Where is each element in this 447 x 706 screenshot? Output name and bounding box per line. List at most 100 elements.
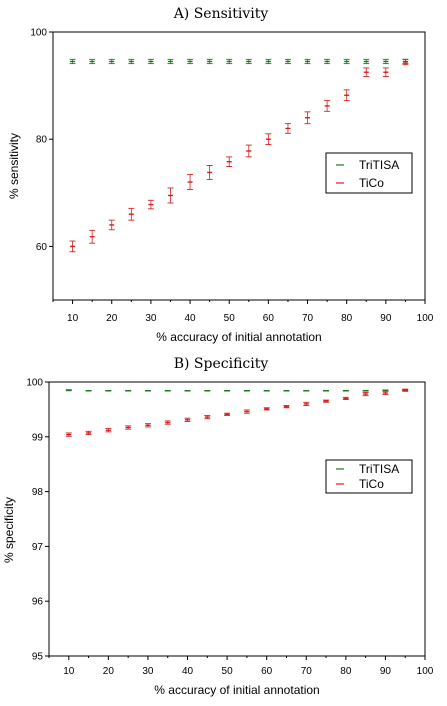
data-point: [283, 390, 290, 392]
data-point: [144, 390, 151, 392]
y-tick-label: 95: [32, 652, 44, 663]
x-tick-label: 40: [182, 666, 194, 677]
data-point: [108, 219, 115, 231]
data-point: [125, 425, 132, 430]
data-point: [167, 187, 174, 204]
sensitivity-chart: A) Sensitivity % sensitivity % accuracy …: [7, 6, 434, 344]
data-point: [226, 58, 233, 65]
legend: TriTISA TiCo: [325, 459, 413, 494]
data-point: [342, 396, 349, 400]
data-point: [224, 390, 231, 392]
data-point: [105, 390, 112, 392]
data-point: [265, 58, 272, 65]
data-point: [402, 388, 409, 392]
legend: TriTISA TiCo: [325, 152, 413, 194]
y-ticks: 95 96 97 98 99 100: [26, 378, 49, 663]
data-point: [147, 199, 154, 210]
x-tick-label: 30: [145, 313, 157, 324]
plot-area: [52, 31, 426, 301]
data-point: [323, 390, 330, 392]
data-point: [144, 423, 151, 428]
data-point: [164, 390, 171, 392]
data-point: [324, 100, 331, 112]
x-ticks: 10 20 30 40 50 60 70 80 90 100: [52, 300, 434, 324]
series-tico: [69, 58, 409, 253]
data-point: [204, 390, 211, 392]
data-point: [363, 58, 370, 65]
data-point: [362, 390, 369, 392]
data-point: [402, 58, 409, 66]
data-point: [108, 58, 115, 65]
data-marks: [69, 58, 409, 253]
series-tritisa: [69, 58, 409, 65]
data-point: [362, 391, 369, 397]
data-point: [85, 430, 92, 436]
x-tick-label: 10: [67, 313, 79, 324]
x-tick-label: 20: [106, 313, 118, 324]
data-point: [303, 390, 310, 392]
data-point: [128, 207, 135, 221]
data-point: [164, 420, 171, 425]
data-point: [324, 58, 331, 65]
data-point: [304, 58, 311, 65]
chart-title: A) Sensitivity: [173, 6, 269, 22]
y-tick-label: 100: [30, 28, 47, 39]
data-point: [224, 412, 231, 416]
data-point: [342, 390, 349, 392]
data-point: [65, 389, 72, 392]
data-point: [184, 417, 191, 422]
data-point: [263, 390, 270, 392]
y-tick-label: 99: [32, 432, 44, 443]
x-axis-label: % accuracy of initial annotation: [156, 330, 321, 344]
legend-label-tritisa: TriTISA: [359, 462, 399, 476]
data-point: [265, 133, 272, 146]
legend-box: [325, 459, 413, 494]
x-tick-label: 10: [63, 666, 75, 677]
series-tico: [65, 388, 409, 437]
y-axis-label: % sensitivity: [7, 133, 21, 199]
x-tick-label: 100: [417, 313, 434, 324]
data-point: [284, 123, 291, 134]
data-point: [304, 111, 311, 125]
y-ticks: 60 80 100: [30, 28, 53, 253]
data-point: [105, 428, 112, 433]
x-tick-label: 70: [301, 666, 313, 677]
data-point: [147, 58, 154, 65]
data-point: [128, 58, 135, 65]
data-point: [125, 390, 132, 392]
y-axis-label: % specificity: [2, 497, 16, 563]
data-point: [204, 414, 211, 420]
y-tick-label: 96: [32, 597, 44, 608]
data-point: [187, 174, 194, 191]
data-point: [284, 58, 291, 65]
data-point: [226, 156, 233, 167]
x-tick-label: 20: [103, 666, 115, 677]
data-point: [65, 432, 72, 437]
series-tritisa: [65, 389, 409, 392]
data-point: [382, 67, 389, 77]
data-point: [382, 389, 389, 391]
data-point: [245, 58, 252, 65]
data-point: [382, 390, 389, 396]
data-point: [382, 58, 389, 65]
data-point: [89, 229, 96, 244]
data-point: [89, 58, 96, 65]
data-point: [243, 390, 250, 392]
legend-label-tico: TiCo: [359, 477, 384, 491]
x-tick-label: 40: [184, 313, 196, 324]
x-tick-label: 80: [341, 313, 353, 324]
data-point: [184, 390, 191, 392]
y-tick-label: 80: [36, 135, 48, 146]
x-tick-label: 90: [380, 666, 392, 677]
data-point: [69, 240, 76, 253]
chart-title: B) Specificity: [174, 356, 269, 372]
x-tick-label: 50: [224, 313, 236, 324]
legend-box: [325, 152, 413, 194]
y-tick-label: 97: [32, 542, 44, 553]
x-tick-label: 70: [302, 313, 314, 324]
data-point: [303, 401, 310, 407]
x-tick-label: 90: [380, 313, 392, 324]
data-point: [85, 390, 92, 392]
data-point: [167, 58, 174, 65]
